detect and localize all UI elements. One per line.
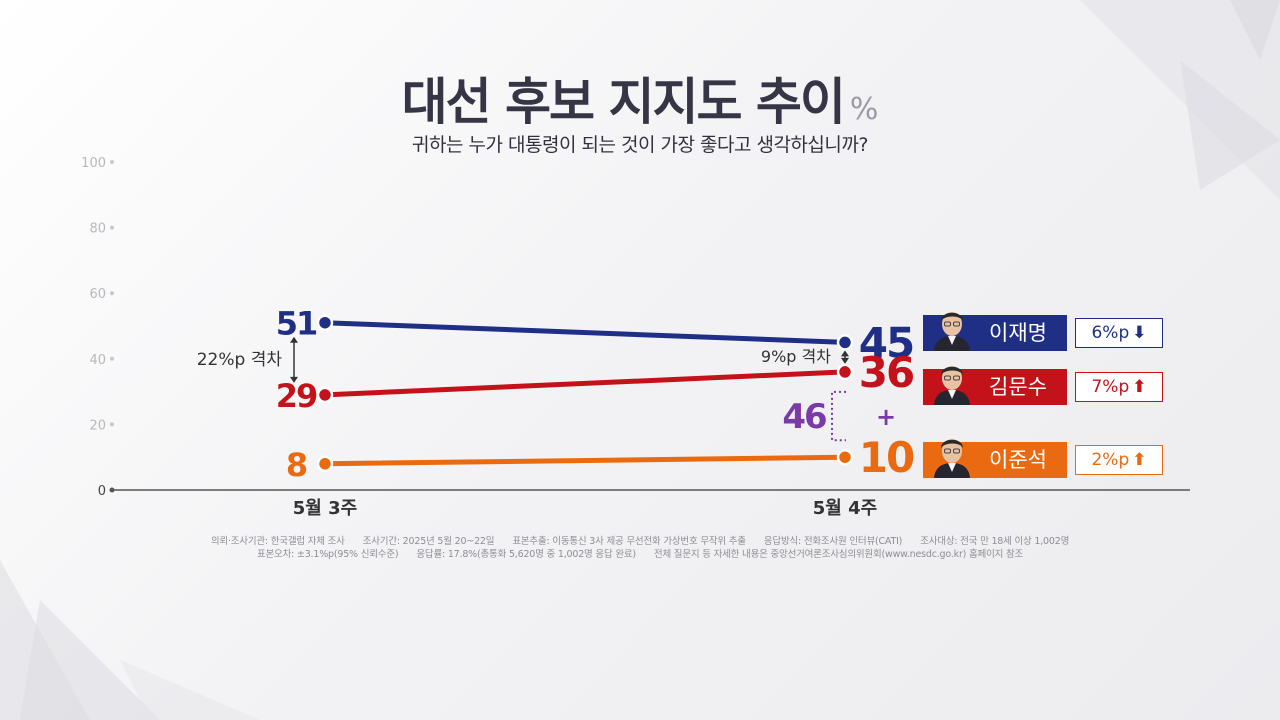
- gap-label-left: 22%p 격차: [197, 350, 283, 370]
- candidate-photo-icon: [930, 430, 974, 478]
- data-point: [316, 455, 334, 473]
- y-tick-label: 40: [89, 353, 106, 368]
- series-line-2: [322, 454, 848, 467]
- footer-line-1: 의뢰·조사기관: 한국갤럽 자체 조사 조사기간: 2025년 5월 20~22일…: [0, 533, 1280, 547]
- arrow-down-icon: ⬇: [1132, 323, 1147, 343]
- data-label-start: 29: [276, 377, 317, 415]
- change-value: 7%p: [1091, 377, 1130, 397]
- data-point: [836, 334, 854, 351]
- y-tick-dot: [110, 225, 114, 230]
- data-point: [316, 386, 334, 404]
- footer2-item: 응답률: 17.8%(총통화 5,620명 중 1,002명 응답 완료): [416, 549, 636, 560]
- series-line-1: [322, 369, 848, 398]
- chart-subtitle: 귀하는 누가 대통령이 되는 것이 가장 좋다고 생각하십니까?: [412, 134, 868, 156]
- candidate-photo-icon: [930, 357, 974, 405]
- data-point: [836, 363, 854, 381]
- gap-arrow-left-head-down: [290, 376, 298, 383]
- gap-arrow-right-head-up: [841, 350, 849, 357]
- y-tick-label: 60: [89, 287, 106, 302]
- candidate-photo-icon: [930, 303, 974, 351]
- change-badge: 2%p ⬆: [1075, 445, 1163, 475]
- data-point: [836, 448, 854, 466]
- chart-title: 대선 후보 지지도 추이: [401, 73, 846, 131]
- y-tick-dot: [110, 291, 114, 296]
- change-value: 2%p: [1091, 450, 1130, 470]
- arrow-up-icon: ⬆: [1132, 450, 1147, 470]
- change-badge: 7%p ⬆: [1075, 372, 1163, 402]
- data-point: [316, 314, 334, 331]
- series-line-0: [322, 320, 848, 345]
- y-tick-label: 100: [81, 156, 106, 171]
- combined-plus: +: [876, 403, 896, 431]
- arrow-up-icon: ⬆: [1132, 377, 1147, 397]
- gap-arrow-right-head-down: [841, 357, 849, 364]
- unit-label: %: [849, 92, 879, 127]
- footer1-item: 표본추출: 이동통신 3사 제공 무선전화 가상번호 무작위 추출: [512, 536, 746, 547]
- footer1-item: 조사대상: 전국 만 18세 이상 1,002명: [920, 536, 1070, 547]
- footer1-item: 의뢰·조사기관: 한국갤럽 자체 조사: [210, 536, 345, 547]
- combined-bracket: [831, 390, 846, 442]
- x-tick-label: 5월 3주: [293, 498, 357, 519]
- footer2-item: 전체 질문지 등 자세한 내용은 중앙선거여론조사심의위원회(www.nesdc…: [653, 549, 1024, 560]
- footer1-item: 조사기간: 2025년 5월 20~22일: [362, 536, 495, 547]
- data-label-start: 8: [286, 446, 307, 484]
- data-label-end: 45: [859, 318, 913, 367]
- combined-value: 46: [782, 397, 826, 437]
- data-label-end: 10: [859, 433, 914, 482]
- x-tick-label: 5월 4주: [813, 498, 877, 519]
- change-value: 6%p: [1091, 323, 1130, 343]
- y-tick-dot: [110, 160, 114, 164]
- change-badge: 6%p ⬇: [1075, 318, 1163, 348]
- footer1-item: 응답방식: 전화조사원 인터뷰(CATI): [763, 536, 903, 547]
- footer2-item: 표본오차: ±3.1%p(95% 신뢰수준): [256, 549, 399, 560]
- data-label-start: 51: [276, 305, 317, 343]
- data-label-end: 36: [859, 348, 913, 397]
- x-axis-origin-dot: [109, 487, 115, 493]
- y-tick-label: 0: [98, 484, 106, 499]
- y-tick-label: 80: [89, 222, 106, 237]
- gap-arrow-left-head-up: [290, 336, 298, 343]
- y-tick-label: 20: [89, 418, 106, 433]
- title-block: 대선 후보 지지도 추이%: [0, 62, 1280, 134]
- footer-line-2: 표본오차: ±3.1%p(95% 신뢰수준) 응답률: 17.8%(총통화 5,6…: [0, 546, 1280, 560]
- y-tick-dot: [110, 356, 114, 361]
- y-tick-dot: [110, 422, 114, 427]
- gap-label-right: 9%p 격차: [761, 347, 831, 366]
